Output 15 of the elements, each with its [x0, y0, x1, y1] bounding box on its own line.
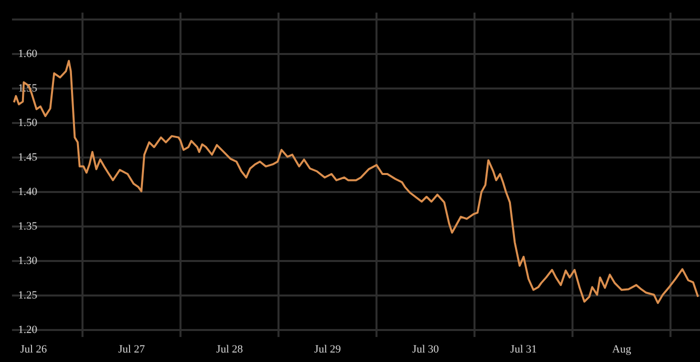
y-tick-label: 1.45 — [18, 151, 38, 164]
y-tick-label: 1.25 — [18, 289, 38, 302]
x-tick-label: Jul 29 — [314, 343, 342, 356]
x-tick-label: Jul 27 — [118, 343, 146, 356]
y-tick-label: 1.50 — [18, 116, 38, 129]
y-tick-label: 1.35 — [18, 220, 38, 232]
x-tick-label: Jul 30 — [412, 343, 440, 356]
x-tick-label: Aug — [612, 343, 632, 356]
y-tick-label: 1.60 — [18, 48, 38, 60]
y-tick-label: 1.40 — [18, 186, 38, 198]
x-tick-label: Jul 28 — [216, 343, 244, 356]
y-tick-label: 1.20 — [18, 324, 38, 336]
x-tick-label: Jul 26 — [20, 343, 48, 356]
y-tick-label: 1.30 — [18, 254, 38, 267]
x-tick-label: Jul 31 — [510, 343, 537, 356]
